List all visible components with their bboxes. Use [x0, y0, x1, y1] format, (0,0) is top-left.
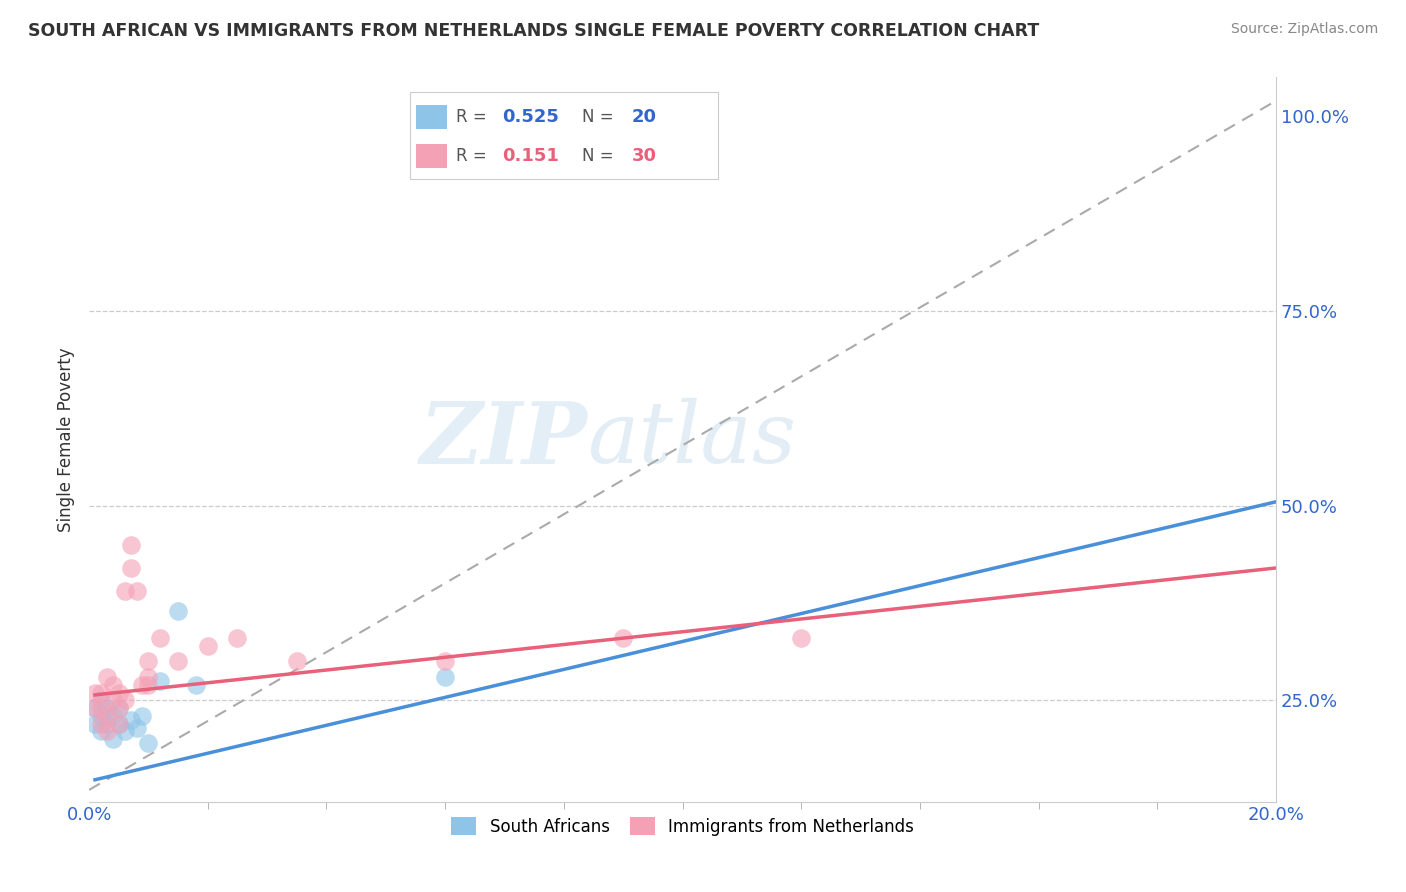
- Point: [96, 709, 118, 723]
- Y-axis label: Single Female Poverty: Single Female Poverty: [58, 347, 75, 532]
- Point: [197, 639, 219, 653]
- Point: [285, 655, 308, 669]
- Point: [138, 670, 160, 684]
- Text: SOUTH AFRICAN VS IMMIGRANTS FROM NETHERLANDS SINGLE FEMALE POVERTY CORRELATION C: SOUTH AFRICAN VS IMMIGRANTS FROM NETHERL…: [28, 22, 1039, 40]
- Point: [790, 631, 813, 645]
- Point: [101, 709, 124, 723]
- Point: [107, 716, 129, 731]
- Point: [138, 655, 160, 669]
- Point: [125, 721, 148, 735]
- Point: [96, 670, 118, 684]
- Point: [114, 724, 136, 739]
- Point: [84, 716, 107, 731]
- Point: [90, 724, 112, 739]
- Point: [138, 678, 160, 692]
- Point: [120, 561, 142, 575]
- Point: [184, 678, 207, 692]
- Text: Source: ZipAtlas.com: Source: ZipAtlas.com: [1230, 22, 1378, 37]
- Text: atlas: atlas: [588, 398, 797, 481]
- Point: [226, 631, 249, 645]
- Text: ZIP: ZIP: [419, 398, 588, 482]
- Point: [131, 678, 153, 692]
- Point: [84, 701, 107, 715]
- Point: [96, 724, 118, 739]
- Legend: South Africans, Immigrants from Netherlands: South Africans, Immigrants from Netherla…: [443, 809, 922, 844]
- Point: [434, 670, 457, 684]
- Point: [96, 716, 118, 731]
- Point: [149, 631, 172, 645]
- Point: [564, 109, 586, 123]
- Point: [114, 584, 136, 599]
- Point: [120, 713, 142, 727]
- Point: [107, 685, 129, 699]
- Point: [101, 732, 124, 747]
- Point: [167, 604, 190, 618]
- Point: [434, 655, 457, 669]
- Point: [107, 701, 129, 715]
- Point: [96, 701, 118, 715]
- Point: [84, 685, 107, 699]
- Point: [90, 709, 112, 723]
- Point: [167, 655, 190, 669]
- Point: [120, 538, 142, 552]
- Point: [107, 701, 129, 715]
- Point: [90, 701, 112, 715]
- Point: [107, 716, 129, 731]
- Point: [149, 673, 172, 688]
- Point: [125, 584, 148, 599]
- Point: [101, 678, 124, 692]
- Point: [101, 693, 124, 707]
- Point: [90, 716, 112, 731]
- Point: [90, 693, 112, 707]
- Point: [90, 685, 112, 699]
- Point: [114, 693, 136, 707]
- Point: [84, 701, 107, 715]
- Point: [612, 631, 634, 645]
- Point: [138, 736, 160, 750]
- Point: [131, 709, 153, 723]
